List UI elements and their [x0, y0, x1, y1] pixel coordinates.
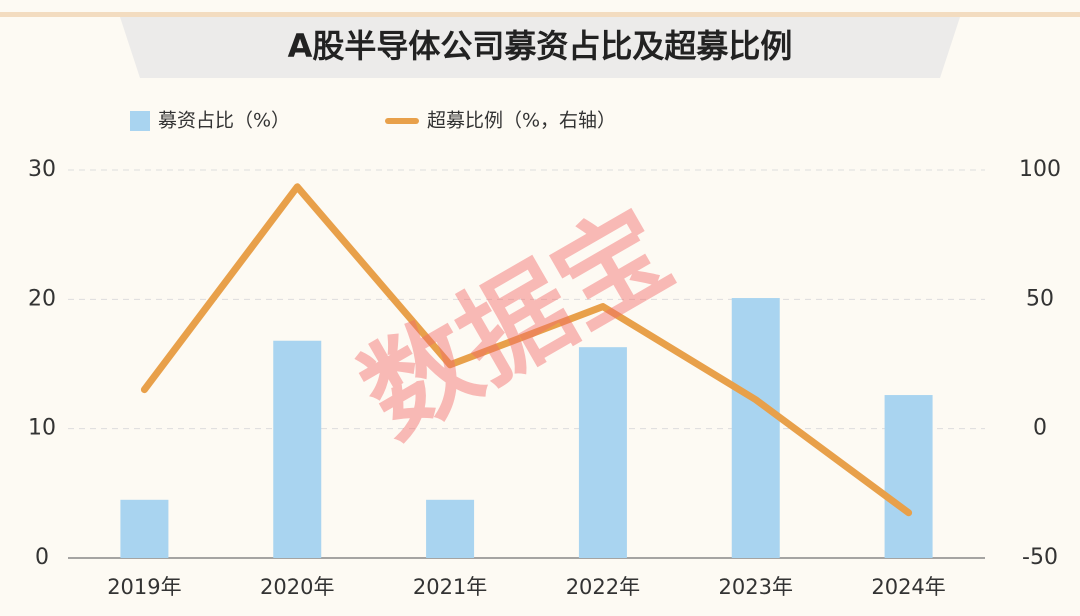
x-tick-label: 2022年: [566, 575, 640, 599]
y-tick-label: 20: [28, 286, 56, 311]
x-tick-label: 2021年: [413, 575, 487, 599]
y2-tick-label: 50: [1026, 286, 1054, 311]
x-tick-label: 2023年: [719, 575, 793, 599]
bar: [578, 347, 627, 558]
chart-title: A股半导体公司募资占比及超募比例: [288, 27, 793, 65]
x-tick-label: 2019年: [107, 575, 181, 599]
y-tick-label: 0: [35, 545, 49, 570]
bar: [731, 298, 780, 558]
bar: [884, 395, 933, 558]
bar: [120, 499, 169, 558]
bar: [273, 340, 322, 558]
bar: [426, 499, 475, 558]
y-tick-label: 30: [28, 157, 56, 182]
legend-label: 募资占比（%）: [158, 110, 290, 132]
line: [140, 183, 913, 517]
y2-tick-label: 100: [1019, 157, 1061, 182]
top-band: [0, 12, 1080, 17]
y-tick-label: 10: [28, 416, 56, 441]
legend-swatch: [130, 111, 150, 131]
plot: 0 10 20 30 -50 0 50 100 2019年 2020年 2021年 2022年 2023…: [28, 110, 1061, 600]
legend-label: 超募比例（%，右轴）: [427, 110, 616, 132]
legend-swatch: [385, 118, 419, 124]
y2-tick-label: 0: [1033, 416, 1047, 441]
x-tick-label: 2024年: [871, 575, 945, 599]
title-banner: [120, 17, 960, 78]
y2-tick-label: -50: [1022, 545, 1058, 570]
x-tick-label: 2020年: [260, 575, 334, 599]
